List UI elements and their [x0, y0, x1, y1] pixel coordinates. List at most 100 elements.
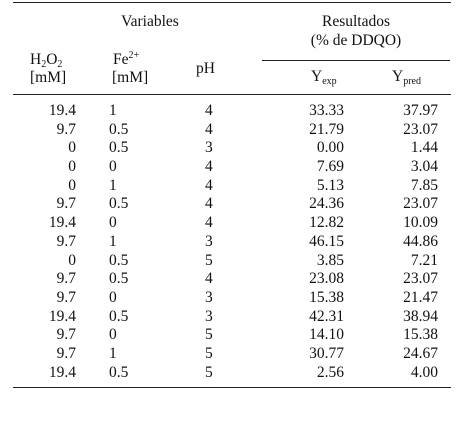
h2o2-cell: 9.7: [56, 270, 76, 288]
h2o2-cell: 0: [68, 158, 76, 176]
ypred-cell: 38.94: [403, 307, 438, 325]
table-row: 9.7 0 3 15.38 21.47: [0, 289, 463, 308]
yexp-cell: 46.15: [309, 232, 344, 250]
ph-cell: 5: [205, 326, 213, 344]
yexp-cell: 23.08: [309, 270, 344, 288]
yexp-cell: 2.56: [316, 363, 344, 381]
ph-cell: 4: [205, 176, 213, 194]
ypred-cell: 15.38: [403, 326, 438, 344]
table-row: 9.7 0.5 4 24.36 23.07: [0, 195, 463, 214]
fe-header: Fe2+: [113, 50, 140, 68]
ypred-cell: 24.67: [403, 344, 438, 362]
ypred-cell: 4.00: [410, 363, 438, 381]
fe-cell: 0: [109, 288, 117, 306]
ph-cell: 4: [205, 195, 213, 213]
ypred-cell: 23.07: [403, 270, 438, 288]
table-row: 0 0 4 7.69 3.04: [0, 158, 463, 177]
resultados-rule: [262, 60, 450, 61]
yexp-cell: 33.33: [309, 102, 344, 119]
variables-header: Variables: [121, 13, 179, 30]
h2o2-cell: 0: [68, 176, 76, 194]
fe-cell: 0: [109, 326, 117, 344]
ph-cell: 3: [205, 232, 213, 250]
yexp-cell: 12.82: [309, 214, 344, 232]
h2o2-cell: 0: [68, 251, 76, 269]
table-row: 19.4 0.5 3 42.31 38.94: [0, 308, 463, 327]
ypred-header: Ypred: [392, 68, 421, 87]
h2o2-cell: 9.7: [56, 195, 76, 213]
h2o2-cell: 9.7: [56, 120, 76, 138]
ypred-cell: 21.47: [403, 288, 438, 306]
table-row: 9.7 0.5 4 21.79 23.07: [0, 121, 463, 140]
resultados-subheader: (% de DDQO): [310, 32, 402, 49]
yexp-cell: 0.00: [316, 139, 344, 157]
table-body: 19.4 1 4 33.33 37.97 9.7 0.5 4 21.79 23.…: [0, 102, 463, 382]
ph-cell: 5: [205, 251, 213, 269]
table-row: 19.4 0.5 5 2.56 4.00: [0, 364, 463, 383]
yexp-header: Yexp: [311, 68, 337, 87]
h2o2-cell: 0: [68, 139, 76, 157]
fe-cell: 0.5: [109, 120, 129, 138]
h2o2-cell: 9.7: [56, 232, 76, 250]
ypred-cell: 3.04: [410, 158, 438, 176]
yexp-cell: 24.36: [309, 195, 344, 213]
ph-cell: 4: [205, 120, 213, 138]
table-row: 19.4 0 4 12.82 10.09: [0, 214, 463, 233]
fe-cell: 0.5: [109, 139, 129, 157]
yexp-cell: 7.69: [316, 158, 344, 176]
ph-cell: 3: [205, 307, 213, 325]
h2o2-cell: 19.4: [48, 102, 76, 119]
fe-cell: 0.5: [109, 307, 129, 325]
fe-cell: 0.5: [109, 270, 129, 288]
yexp-cell: 42.31: [309, 307, 344, 325]
fe-unit: [mM]: [112, 69, 149, 86]
table-row: 9.7 0 5 14.10 15.38: [0, 326, 463, 345]
fe-cell: 1: [109, 232, 117, 250]
h2o2-cell: 9.7: [56, 344, 76, 362]
resultados-header: Resultados: [321, 13, 391, 30]
fe-cell: 0: [109, 158, 117, 176]
ph-cell: 5: [205, 363, 213, 381]
h2o2-cell: 9.7: [56, 288, 76, 306]
header-rule: [13, 94, 451, 95]
fe-cell: 1: [109, 102, 117, 119]
ph-cell: 3: [205, 139, 213, 157]
ypred-cell: 7.85: [410, 176, 438, 194]
ypred-cell: 1.44: [410, 139, 438, 157]
yexp-cell: 30.77: [309, 344, 344, 362]
bottom-rule: [13, 387, 451, 388]
h2o2-cell: 19.4: [48, 307, 76, 325]
ypred-cell: 23.07: [403, 120, 438, 138]
ypred-cell: 7.21: [410, 251, 438, 269]
ph-cell: 4: [205, 158, 213, 176]
table-row: 9.7 1 5 30.77 24.67: [0, 345, 463, 364]
ph-header: pH: [196, 60, 215, 77]
fe-cell: 0.5: [109, 251, 129, 269]
ypred-cell: 23.07: [403, 195, 438, 213]
yexp-cell: 3.85: [316, 251, 344, 269]
yexp-cell: 5.13: [316, 176, 344, 194]
ph-cell: 4: [205, 102, 213, 119]
fe-cell: 0.5: [109, 195, 129, 213]
table-row: 9.7 1 3 46.15 44.86: [0, 233, 463, 252]
h2o2-cell: 9.7: [56, 326, 76, 344]
h2o2-unit: [mM]: [30, 69, 67, 86]
ph-cell: 5: [205, 344, 213, 362]
h2o2-header: H2O2: [30, 51, 63, 70]
fe-cell: 0.5: [109, 363, 129, 381]
table-row: 0 0.5 3 0.00 1.44: [0, 139, 463, 158]
ypred-cell: 37.97: [403, 102, 438, 119]
ypred-cell: 10.09: [403, 214, 438, 232]
yexp-cell: 21.79: [309, 120, 344, 138]
table-row: 19.4 1 4 33.33 37.97: [0, 102, 463, 121]
ph-cell: 4: [205, 270, 213, 288]
fe-cell: 0: [109, 214, 117, 232]
fe-cell: 1: [109, 344, 117, 362]
yexp-cell: 15.38: [309, 288, 344, 306]
ypred-cell: 44.86: [403, 232, 438, 250]
h2o2-cell: 19.4: [48, 214, 76, 232]
h2o2-cell: 19.4: [48, 363, 76, 381]
table-row: 0 1 4 5.13 7.85: [0, 177, 463, 196]
yexp-cell: 14.10: [309, 326, 344, 344]
